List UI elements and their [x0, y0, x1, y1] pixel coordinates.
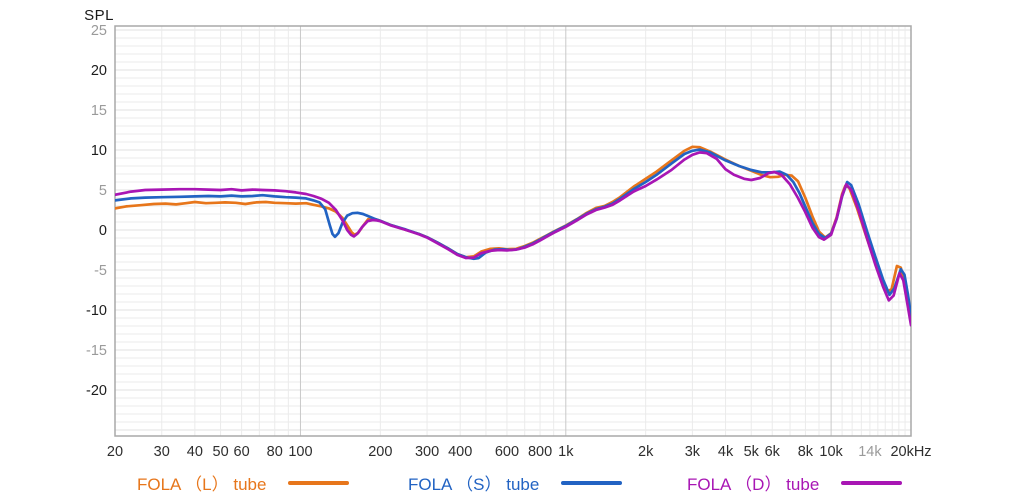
chart-legend: FOLA （L） tube FOLA （S） tube FOLA （D） tub… — [0, 470, 1020, 500]
y-axis-title: SPL — [84, 7, 114, 24]
x-tick-label: 300 — [415, 444, 439, 460]
x-tick-label: 50 — [213, 444, 229, 460]
x-tick-label: 80 — [267, 444, 283, 460]
legend-label: FOLA （L） tube — [137, 474, 267, 494]
x-tick-label: 60 — [234, 444, 250, 460]
x-tick-label: 40 — [187, 444, 203, 460]
x-tick-label: 3k — [685, 444, 701, 460]
legend-label: FOLA （D） tube — [687, 474, 820, 494]
legend-item-fola-l-tube: FOLA （L） tube — [137, 470, 350, 494]
x-tick-label: 10k — [819, 444, 843, 460]
x-tick-label: 2k — [638, 444, 654, 460]
y-tick-label: -20 — [86, 383, 107, 399]
y-tick-label: -15 — [86, 343, 107, 359]
x-tick-label: 30 — [154, 444, 170, 460]
legend-label: FOLA （S） tube — [408, 474, 540, 494]
x-tick-label: 8k — [798, 444, 814, 460]
curve-fola-d-tube — [115, 151, 911, 327]
legend-item-fola-d-tube: FOLA （D） tube — [687, 470, 903, 494]
x-tick-label: 100 — [288, 444, 312, 460]
plot-border — [114, 25, 912, 437]
y-tick-label: 0 — [99, 223, 107, 239]
y-tick-label: 25 — [91, 23, 107, 39]
x-tick-label: 6k — [765, 444, 781, 460]
x-tick-label: 200 — [368, 444, 392, 460]
x-tick-label: 20 — [107, 444, 123, 460]
x-tick-label: 20kHz — [890, 444, 931, 460]
y-tick-label: 10 — [91, 143, 107, 159]
legend-line-swatch — [561, 481, 623, 485]
legend-item-fola-s-tube: FOLA （S） tube — [408, 470, 623, 494]
legend-line-swatch — [841, 481, 903, 485]
y-tick-label: -10 — [86, 303, 107, 319]
x-tick-label: 800 — [528, 444, 552, 460]
y-tick-label: 20 — [91, 63, 107, 79]
x-tick-label: 5k — [744, 444, 760, 460]
x-tick-label: 600 — [495, 444, 519, 460]
y-tick-label: 15 — [91, 103, 107, 119]
x-tick-label: 400 — [448, 444, 472, 460]
x-tick-label: 1k — [558, 444, 574, 460]
y-tick-label: -5 — [94, 263, 107, 279]
x-tick-label: 4k — [718, 444, 734, 460]
x-tick-label: 14k — [858, 444, 882, 460]
legend-line-swatch — [288, 481, 350, 485]
y-tick-label: 5 — [99, 183, 107, 199]
